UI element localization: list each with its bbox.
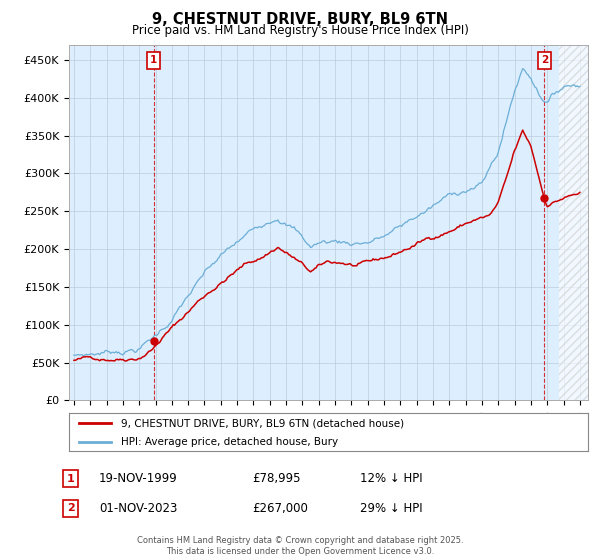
Text: 19-NOV-1999: 19-NOV-1999	[99, 472, 178, 486]
Text: 2: 2	[67, 503, 74, 514]
Text: HPI: Average price, detached house, Bury: HPI: Average price, detached house, Bury	[121, 437, 338, 447]
Text: Contains HM Land Registry data © Crown copyright and database right 2025.
This d: Contains HM Land Registry data © Crown c…	[137, 536, 463, 556]
Text: £267,000: £267,000	[252, 502, 308, 515]
Text: 2: 2	[541, 55, 548, 66]
Text: 9, CHESTNUT DRIVE, BURY, BL9 6TN (detached house): 9, CHESTNUT DRIVE, BURY, BL9 6TN (detach…	[121, 418, 404, 428]
Text: 1: 1	[150, 55, 157, 66]
Text: 29% ↓ HPI: 29% ↓ HPI	[360, 502, 422, 515]
Text: 9, CHESTNUT DRIVE, BURY, BL9 6TN: 9, CHESTNUT DRIVE, BURY, BL9 6TN	[152, 12, 448, 27]
Text: 01-NOV-2023: 01-NOV-2023	[99, 502, 178, 515]
Text: Price paid vs. HM Land Registry's House Price Index (HPI): Price paid vs. HM Land Registry's House …	[131, 24, 469, 36]
Text: 12% ↓ HPI: 12% ↓ HPI	[360, 472, 422, 486]
Text: £78,995: £78,995	[252, 472, 301, 486]
Text: 1: 1	[67, 474, 74, 484]
